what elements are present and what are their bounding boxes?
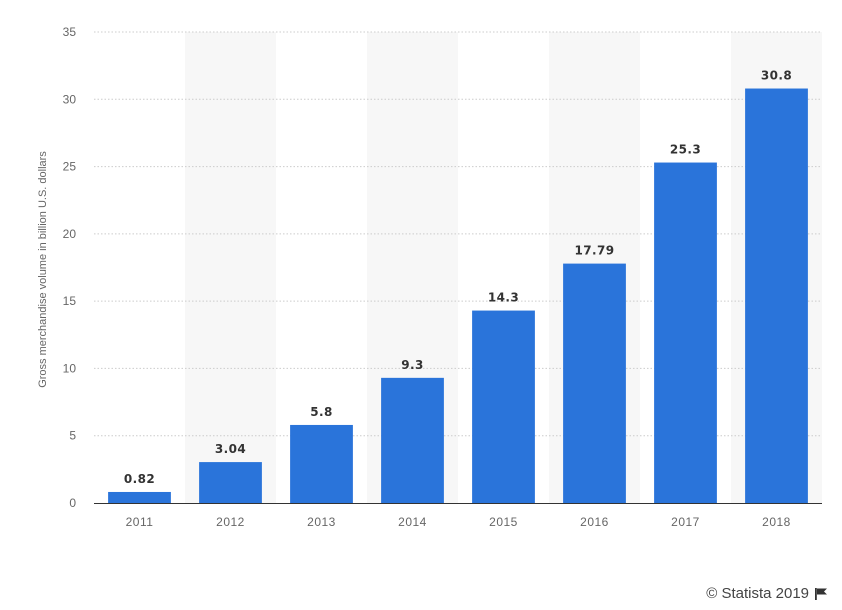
x-tick-label-2017: 2017 (671, 515, 700, 529)
x-tick-label-2014: 2014 (398, 515, 427, 529)
flag-icon (815, 587, 827, 600)
x-axis-ticks: 2011 2012 2013 2014 2015 2016 2017 2018 (126, 515, 791, 529)
data-label-2016: 17.79 (575, 244, 615, 258)
y-tick-label: 10 (63, 361, 77, 375)
bar-2016[interactable] (563, 263, 626, 503)
statista-credit[interactable]: © Statista 2019 (706, 585, 828, 602)
bar-2014[interactable] (381, 377, 444, 503)
y-tick-label: 15 (63, 294, 77, 308)
y-tick-label: 5 (69, 429, 76, 443)
y-tick-label: 20 (63, 227, 77, 241)
data-label-2013: 5.8 (310, 405, 332, 419)
data-label-2017: 25.3 (670, 143, 701, 157)
band-2012 (185, 32, 276, 503)
bar-2015[interactable] (472, 310, 535, 503)
y-tick-label: 0 (69, 496, 76, 510)
x-tick-label-2015: 2015 (489, 515, 518, 529)
bars (108, 88, 808, 504)
x-tick-label-2012: 2012 (216, 515, 245, 529)
data-label-2018: 30.8 (761, 69, 792, 83)
chart: 0 5 10 15 20 25 30 35 0.82 3.04 5.8 9.3 14.3 17.79 25… (37, 25, 822, 529)
data-label-2014: 9.3 (401, 358, 423, 372)
data-labels: 0.82 3.04 5.8 9.3 14.3 17.79 25.3 30.8 (124, 69, 792, 486)
data-label-2015: 14.3 (488, 291, 519, 305)
data-label-2012: 3.04 (215, 442, 246, 456)
y-axis-label: Gross merchandise volume in billion U.S.… (37, 151, 49, 388)
bar-2018[interactable] (745, 88, 808, 504)
bar-2011[interactable] (108, 491, 171, 503)
x-tick-label-2016: 2016 (580, 515, 609, 529)
x-tick-label-2011: 2011 (126, 515, 154, 529)
y-tick-label: 30 (63, 92, 77, 106)
x-tick-label-2018: 2018 (762, 515, 791, 529)
bar-2012[interactable] (199, 462, 262, 503)
x-tick-label-2013: 2013 (307, 515, 336, 529)
bar-2017[interactable] (654, 162, 717, 503)
credit-text: © Statista 2019 (706, 585, 809, 602)
data-label-2011: 0.82 (124, 472, 155, 486)
y-tick-label: 25 (63, 160, 77, 174)
y-tick-label: 35 (63, 25, 77, 39)
bar-2013[interactable] (290, 424, 353, 503)
y-axis-ticks: 0 5 10 15 20 25 30 35 (63, 25, 77, 510)
